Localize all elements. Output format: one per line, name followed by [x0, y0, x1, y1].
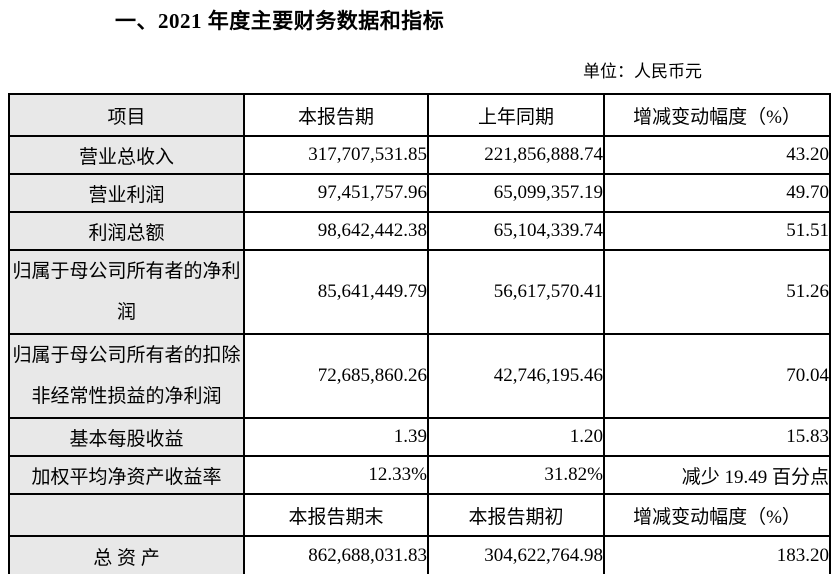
table-row: 基本每股收益 1.39 1.20 15.83 [8, 417, 831, 457]
change-cell: 70.04 [603, 333, 831, 419]
prior-period-cell: 304,622,764.98 [427, 535, 605, 574]
prior-period-cell: 31.82% [427, 455, 605, 495]
column-header: 本报告期末 [243, 493, 429, 537]
change-cell: 51.26 [603, 249, 831, 335]
change-cell: 51.51 [603, 211, 831, 251]
prior-period-cell: 1.20 [427, 417, 605, 457]
current-period-cell: 862,688,031.83 [243, 535, 429, 574]
prior-period-cell: 65,099,357.19 [427, 173, 605, 213]
current-period-cell: 1.39 [243, 417, 429, 457]
item-cell: 归属于母公司所有者的净利润 [8, 249, 245, 335]
column-header: 增减变动幅度（%） [603, 493, 831, 537]
column-header: 项目 [8, 93, 245, 137]
prior-period-cell: 56,617,570.41 [427, 249, 605, 335]
current-period-cell: 85,641,449.79 [243, 249, 429, 335]
page-title: 一、2021 年度主要财务数据和指标 [115, 9, 445, 33]
item-cell: 总 资 产 [8, 535, 245, 574]
current-period-cell: 97,451,757.96 [243, 173, 429, 213]
current-period-cell: 12.33% [243, 455, 429, 495]
column-header: 本报告期初 [427, 493, 605, 537]
table-row: 总 资 产 862,688,031.83 304,622,764.98 183.20 [8, 535, 831, 574]
prior-period-cell: 65,104,339.74 [427, 211, 605, 251]
table-row: 归属于母公司所有者的净利润 85,641,449.79 56,617,570.41 5… [8, 249, 831, 335]
item-cell: 营业总收入 [8, 135, 245, 175]
column-header [8, 493, 245, 537]
table-header-row: 项目 本报告期 上年同期 增减变动幅度（%） [8, 93, 831, 137]
item-cell: 营业利润 [8, 173, 245, 213]
financial-table-body: 项目 本报告期 上年同期 增减变动幅度（%） 营业总收入 317,707,531.85 22… [8, 93, 831, 574]
change-cell: 49.70 [603, 173, 831, 213]
table-row: 营业总收入 317,707,531.85 221,856,888.74 43.20 [8, 135, 831, 175]
unit-label: 单位：人民币元 [583, 62, 702, 81]
column-header: 上年同期 [427, 93, 605, 137]
table-row: 加权平均净资产收益率 12.33% 31.82% 减少 19.49 百分点 [8, 455, 831, 495]
current-period-cell: 98,642,442.38 [243, 211, 429, 251]
change-cell: 15.83 [603, 417, 831, 457]
change-cell: 183.20 [603, 535, 831, 574]
prior-period-cell: 42,746,195.46 [427, 333, 605, 419]
change-cell: 减少 19.49 百分点 [603, 455, 831, 495]
current-period-cell: 72,685,860.26 [243, 333, 429, 419]
item-cell: 归属于母公司所有者的扣除非经常性损益的净利润 [8, 333, 245, 419]
item-cell: 基本每股收益 [8, 417, 245, 457]
item-cell: 利润总额 [8, 211, 245, 251]
table-header-row: 本报告期末 本报告期初 增减变动幅度（%） [8, 493, 831, 537]
item-cell: 加权平均净资产收益率 [8, 455, 245, 495]
table-row: 利润总额 98,642,442.38 65,104,339.74 51.51 [8, 211, 831, 251]
table-row: 归属于母公司所有者的扣除非经常性损益的净利润 72,685,860.26 42,74… [8, 333, 831, 419]
column-header: 本报告期 [243, 93, 429, 137]
prior-period-cell: 221,856,888.74 [427, 135, 605, 175]
current-period-cell: 317,707,531.85 [243, 135, 429, 175]
change-cell: 43.20 [603, 135, 831, 175]
column-header: 增减变动幅度（%） [603, 93, 831, 137]
financial-table: 项目 本报告期 上年同期 增减变动幅度（%） 营业总收入 317,707,531.85 22… [8, 93, 831, 574]
table-row: 营业利润 97,451,757.96 65,099,357.19 49.70 [8, 173, 831, 213]
